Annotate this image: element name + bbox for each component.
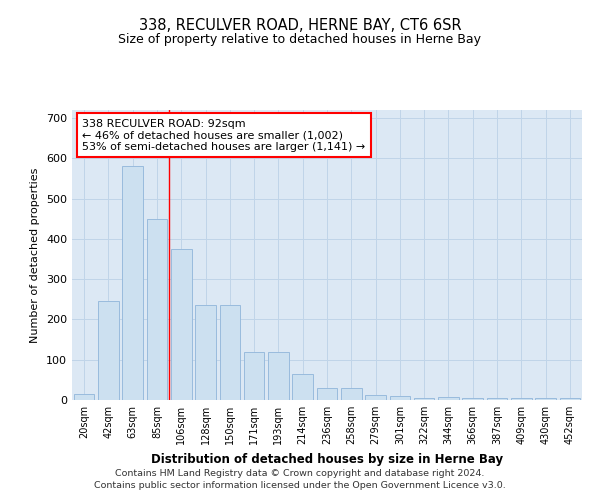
Bar (122, 166, 143, 400)
Bar (463, 398, 483, 400)
Bar (98, 302, 119, 400)
Text: Contains public sector information licensed under the Open Government Licence v3: Contains public sector information licen… (94, 481, 506, 490)
Text: 338, RECULVER ROAD, HERNE BAY, CT6 6SR: 338, RECULVER ROAD, HERNE BAY, CT6 6SR (139, 18, 461, 32)
Bar (438, 397, 459, 400)
Bar (560, 398, 580, 400)
Bar (292, 374, 313, 400)
Bar (171, 249, 191, 400)
Bar (268, 352, 289, 400)
Bar (365, 395, 386, 400)
Bar (535, 398, 556, 400)
Bar (220, 306, 240, 400)
Bar (414, 398, 434, 400)
Text: Size of property relative to detached houses in Herne Bay: Size of property relative to detached ho… (119, 32, 482, 46)
Bar (487, 398, 508, 400)
Y-axis label: Number of detached properties: Number of detached properties (31, 168, 40, 342)
Bar (341, 388, 362, 400)
Bar (195, 306, 216, 400)
Bar (511, 398, 532, 400)
Bar (74, 394, 94, 400)
Text: Contains HM Land Registry data © Crown copyright and database right 2024.: Contains HM Land Registry data © Crown c… (115, 468, 485, 477)
Bar (244, 352, 265, 400)
X-axis label: Distribution of detached houses by size in Herne Bay: Distribution of detached houses by size … (151, 452, 503, 466)
Text: 338 RECULVER ROAD: 92sqm
← 46% of detached houses are smaller (1,002)
53% of sem: 338 RECULVER ROAD: 92sqm ← 46% of detach… (82, 118, 365, 152)
Bar (389, 396, 410, 400)
Bar (317, 388, 337, 400)
Bar (146, 219, 167, 400)
